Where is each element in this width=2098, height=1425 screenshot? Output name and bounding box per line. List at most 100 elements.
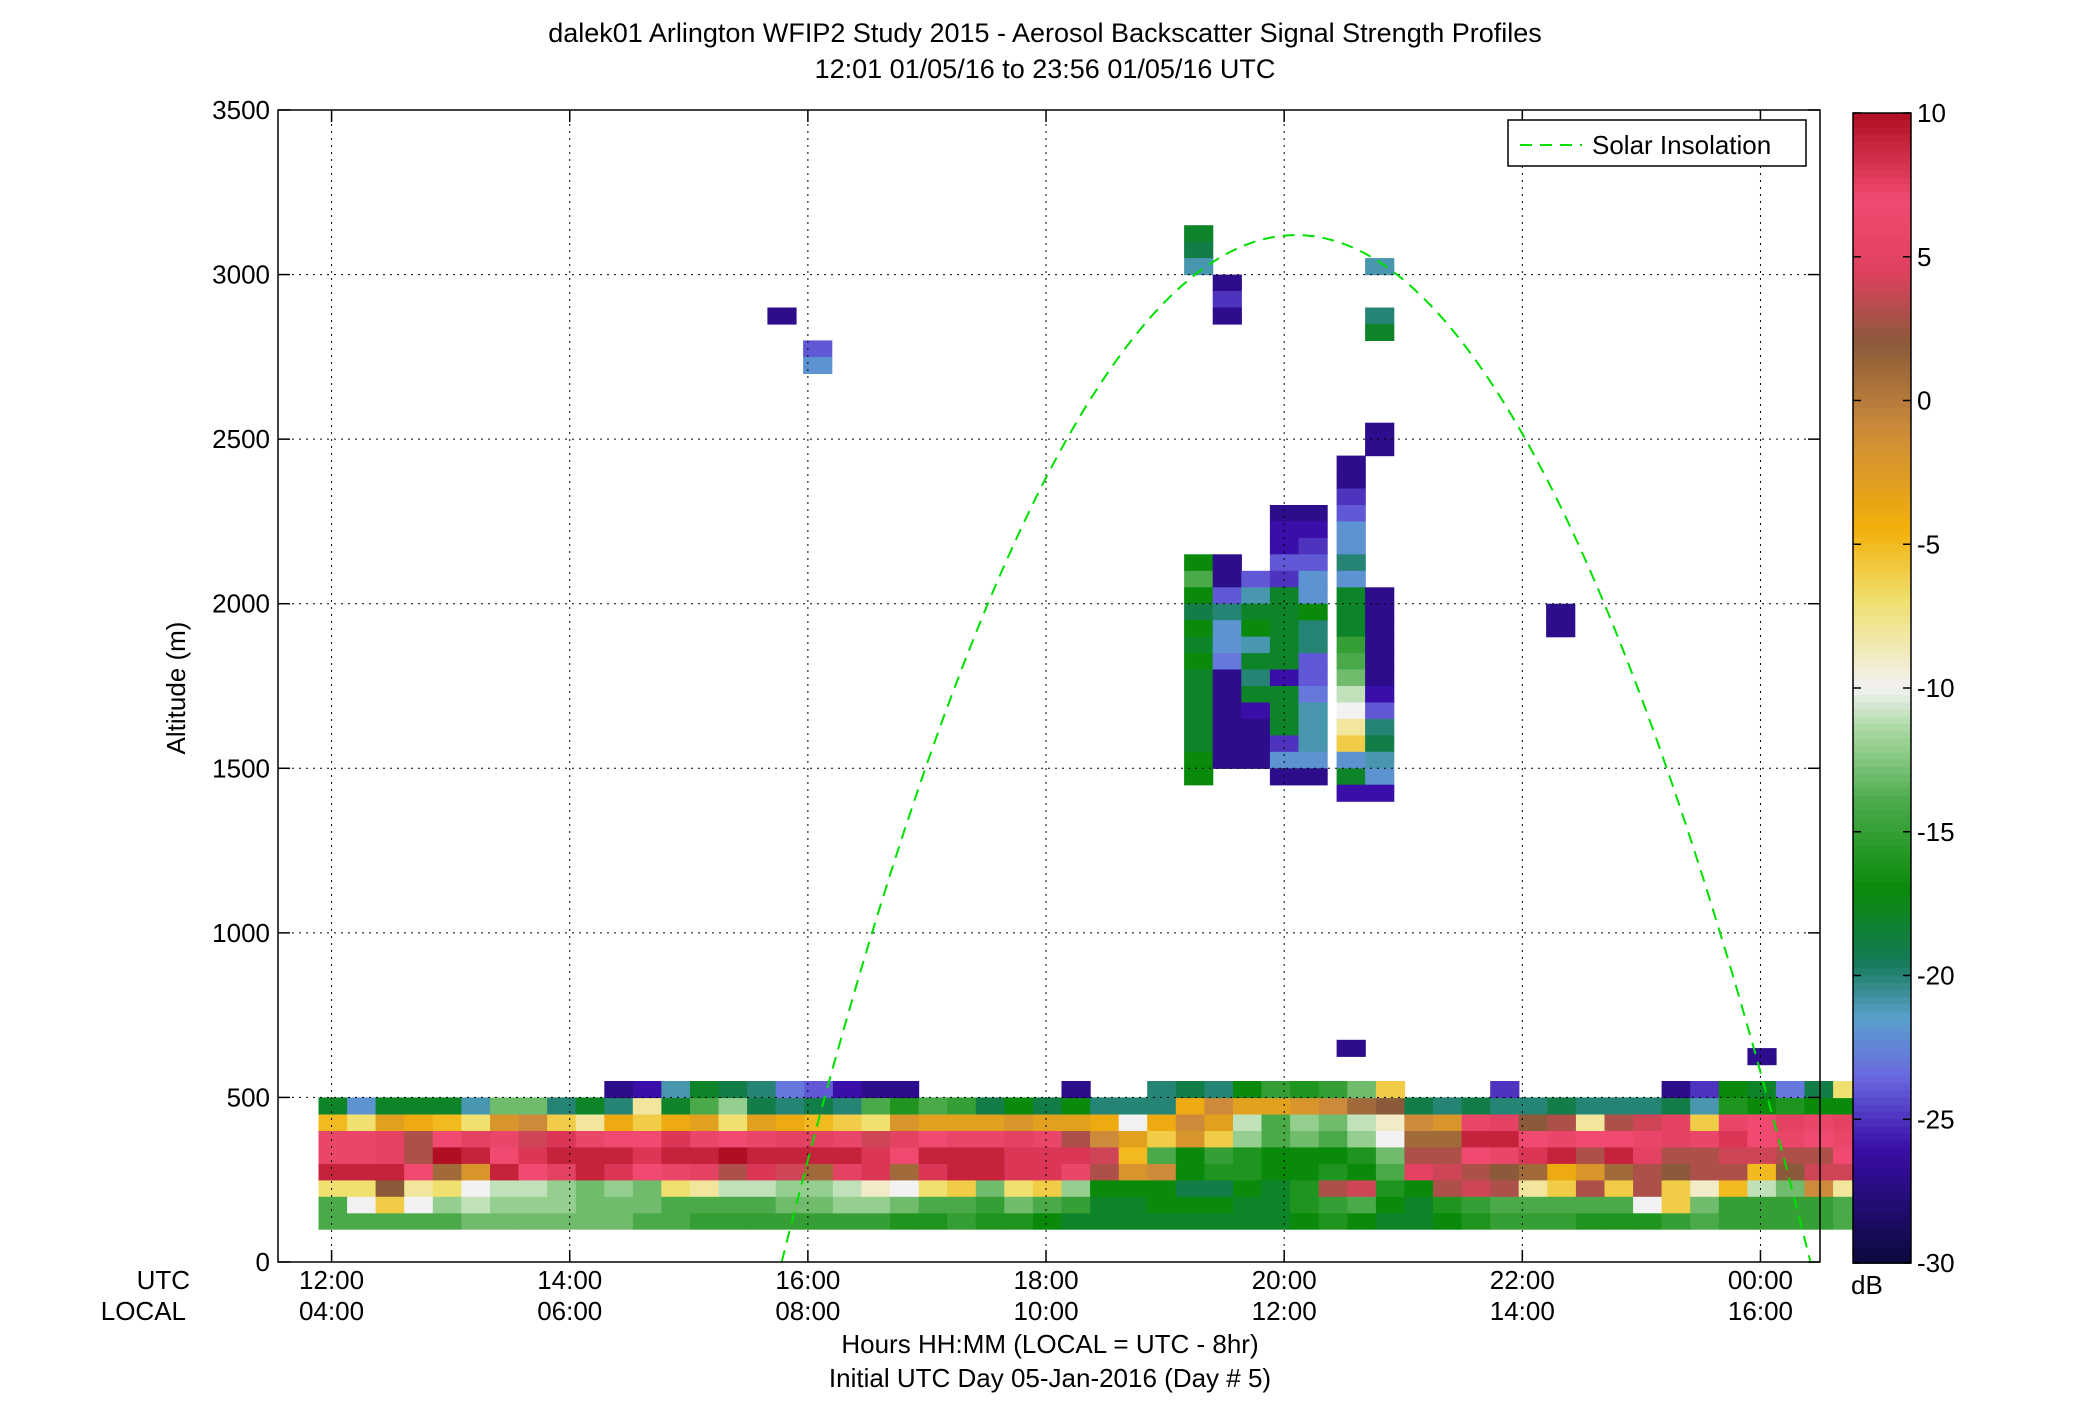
legend-label: Solar Insolation (1592, 130, 1771, 160)
data-cell (1547, 1146, 1577, 1164)
data-cell (1184, 669, 1214, 687)
data-cell (804, 1163, 834, 1181)
colorbar-segment (1853, 795, 1911, 804)
colorbar-segment (1853, 731, 1911, 740)
data-cell (1212, 620, 1242, 638)
colorbar-segment (1853, 486, 1911, 495)
colorbar-segment (1853, 1155, 1911, 1164)
colorbar-segment (1853, 573, 1911, 581)
y-tick-label: 1000 (212, 918, 270, 948)
data-cell (1575, 1130, 1606, 1148)
colorbar-segment (1853, 637, 1911, 646)
colorbar-segment (1853, 314, 1911, 323)
colorbar-segment (1853, 1068, 1911, 1077)
colorbar-segment (1853, 723, 1911, 732)
data-cell (1461, 1179, 1491, 1197)
data-cell (432, 1146, 462, 1164)
data-cell (1518, 1163, 1548, 1181)
data-cell (1490, 1163, 1520, 1181)
data-cell (1490, 1146, 1520, 1164)
data-cell (575, 1097, 605, 1115)
data-cell (375, 1113, 405, 1131)
data-cell (918, 1163, 948, 1181)
data-cell (1804, 1081, 1834, 1099)
data-cell (775, 1113, 805, 1131)
data-cell (690, 1130, 720, 1148)
colorbar-segment (1853, 1040, 1911, 1049)
data-cell (1747, 1081, 1777, 1099)
data-cell (1718, 1163, 1748, 1181)
data-cell (947, 1130, 977, 1148)
data-cell (1175, 1179, 1205, 1197)
colorbar-segment (1853, 1227, 1911, 1236)
plot-background (278, 110, 1820, 1262)
data-cell (1118, 1097, 1148, 1115)
data-cell (518, 1097, 548, 1115)
data-cell (861, 1130, 891, 1148)
x-tick-label-utc: 18:00 (1013, 1265, 1078, 1295)
data-cell (747, 1146, 777, 1164)
data-cell (690, 1179, 720, 1197)
data-cell (804, 1179, 834, 1197)
data-cell (661, 1081, 691, 1099)
data-cell (1490, 1212, 1520, 1230)
data-cell (1032, 1097, 1063, 1115)
data-cell (975, 1212, 1005, 1230)
data-cell (347, 1163, 377, 1181)
colorbar-segment (1853, 846, 1911, 855)
colorbar-segment (1853, 946, 1911, 955)
data-cell (1518, 1179, 1548, 1197)
colorbar-segment (1853, 393, 1911, 402)
data-cell (1318, 1212, 1348, 1230)
data-cell (1298, 735, 1328, 753)
colorbar-segment (1853, 321, 1911, 330)
data-cell (490, 1146, 520, 1164)
data-cell (1690, 1113, 1720, 1131)
data-cell (804, 1097, 834, 1115)
data-cell (1604, 1212, 1634, 1230)
data-cell (1336, 620, 1366, 638)
data-cell (461, 1179, 491, 1197)
data-cell (1175, 1146, 1205, 1164)
colorbar-tick-label: 5 (1917, 242, 1931, 272)
data-cell (1204, 1212, 1234, 1230)
data-cell (1336, 653, 1366, 671)
data-cell (1212, 751, 1242, 769)
data-cell (1365, 686, 1395, 704)
colorbar-segment (1853, 350, 1911, 359)
data-cell (432, 1130, 462, 1148)
data-cell (604, 1196, 634, 1214)
data-cell (1775, 1097, 1806, 1115)
data-cell (1336, 751, 1366, 769)
data-cell (1233, 1097, 1263, 1115)
colorbar-segment (1853, 364, 1911, 373)
data-cell (1090, 1113, 1120, 1131)
data-cell (890, 1196, 920, 1214)
colorbar-segment (1853, 594, 1911, 603)
data-cell (1241, 718, 1271, 736)
colorbar-segment (1853, 436, 1911, 445)
data-cell (918, 1113, 948, 1131)
colorbar-segment (1853, 853, 1911, 862)
data-cell (1747, 1146, 1777, 1164)
colorbar-segment (1853, 163, 1911, 172)
colorbar-unit-label: dB (1851, 1270, 1883, 1300)
data-cell (804, 1196, 834, 1214)
x-tick-label-local: 10:00 (1013, 1296, 1078, 1326)
colorbar-segment (1853, 824, 1911, 833)
data-cell (832, 1179, 863, 1197)
colorbar-segment (1853, 688, 1911, 696)
colorbar-segment (1853, 378, 1911, 387)
data-cell (1775, 1081, 1806, 1099)
data-cell (975, 1179, 1005, 1197)
colorbar-segment (1853, 608, 1911, 617)
data-cell (347, 1146, 377, 1164)
data-cell (1261, 1113, 1291, 1131)
data-cell (1318, 1113, 1348, 1131)
data-cell (832, 1163, 863, 1181)
colorbar-segment (1853, 652, 1911, 661)
colorbar-segment (1853, 695, 1911, 704)
data-cell (1298, 554, 1328, 572)
data-cell (1147, 1146, 1177, 1164)
data-cell (918, 1196, 948, 1214)
